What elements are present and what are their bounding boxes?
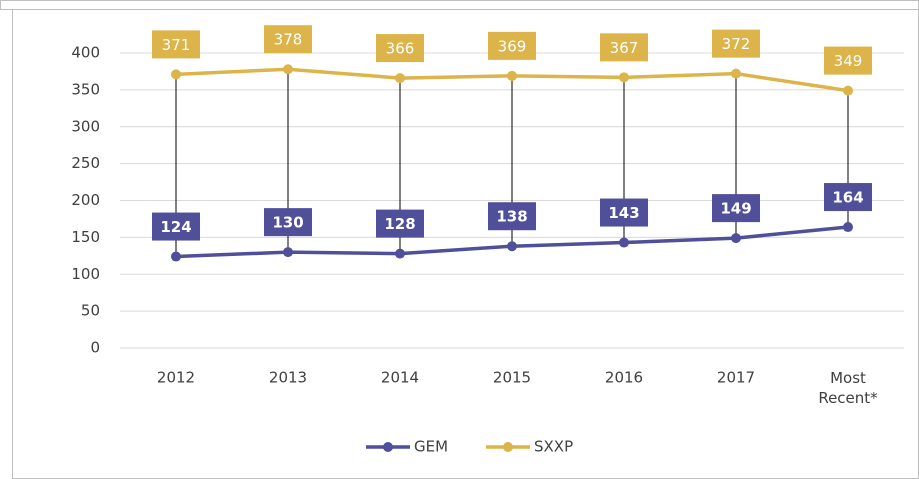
label-box bbox=[488, 202, 536, 231]
y-tick-label: 50 bbox=[81, 302, 100, 320]
y-tick-label: 400 bbox=[71, 44, 100, 62]
point bbox=[507, 70, 517, 81]
point bbox=[171, 69, 181, 80]
label-box bbox=[264, 208, 312, 237]
data-label: 130 bbox=[272, 214, 303, 232]
data-label: 369 bbox=[498, 37, 527, 55]
x-tick-label: 2017 bbox=[717, 369, 755, 387]
point bbox=[843, 85, 853, 96]
y-tick-label: 0 bbox=[90, 339, 100, 357]
label-box bbox=[600, 33, 648, 62]
label-box bbox=[376, 34, 424, 63]
y-tick-label: 250 bbox=[71, 154, 100, 172]
data-label: 143 bbox=[608, 204, 639, 222]
data-label: 372 bbox=[722, 35, 751, 53]
legend-marker bbox=[383, 442, 393, 452]
label-box bbox=[600, 198, 648, 227]
x-tick-label: 2014 bbox=[381, 369, 419, 387]
y-tick-label: 150 bbox=[71, 228, 100, 246]
x-tick-label: 2013 bbox=[269, 369, 307, 387]
point bbox=[395, 248, 405, 259]
label-box bbox=[712, 194, 760, 223]
label-box bbox=[488, 31, 536, 60]
legend-label: GEM bbox=[414, 438, 448, 456]
y-tick-label: 350 bbox=[71, 80, 100, 98]
point bbox=[171, 251, 181, 262]
y-tick-label: 300 bbox=[71, 117, 100, 135]
x-tick-label: 2015 bbox=[493, 369, 531, 387]
x-tick-label: 2016 bbox=[605, 369, 643, 387]
x-tick-label: 2012 bbox=[157, 369, 195, 387]
point bbox=[507, 241, 517, 252]
point bbox=[619, 72, 629, 83]
label-box bbox=[712, 29, 760, 58]
point bbox=[395, 73, 405, 84]
y-tick-label: 200 bbox=[71, 191, 100, 209]
label-box bbox=[376, 209, 424, 238]
data-label: 371 bbox=[162, 36, 191, 54]
data-label: 367 bbox=[610, 39, 639, 57]
point bbox=[283, 64, 293, 75]
point bbox=[843, 222, 853, 233]
data-label: 366 bbox=[386, 40, 415, 58]
label-box bbox=[824, 183, 872, 212]
x-tick-label: Most Recent* bbox=[818, 369, 878, 407]
label-box bbox=[824, 46, 872, 75]
label-box bbox=[152, 212, 200, 241]
point bbox=[731, 233, 741, 244]
point bbox=[619, 237, 629, 248]
legend-marker bbox=[503, 442, 513, 452]
top-frame bbox=[0, 0, 919, 10]
label-box bbox=[152, 30, 200, 59]
data-label: 138 bbox=[496, 208, 527, 226]
data-label: 378 bbox=[274, 31, 303, 49]
data-label: 128 bbox=[384, 215, 415, 233]
legend-label: SXXP bbox=[534, 438, 573, 456]
point bbox=[731, 68, 741, 79]
data-label: 164 bbox=[832, 189, 863, 207]
y-tick-label: 100 bbox=[71, 265, 100, 283]
point bbox=[283, 247, 293, 258]
data-label: 349 bbox=[834, 52, 863, 70]
data-label: 149 bbox=[720, 200, 751, 218]
label-box bbox=[264, 25, 312, 54]
data-label: 124 bbox=[160, 218, 191, 236]
